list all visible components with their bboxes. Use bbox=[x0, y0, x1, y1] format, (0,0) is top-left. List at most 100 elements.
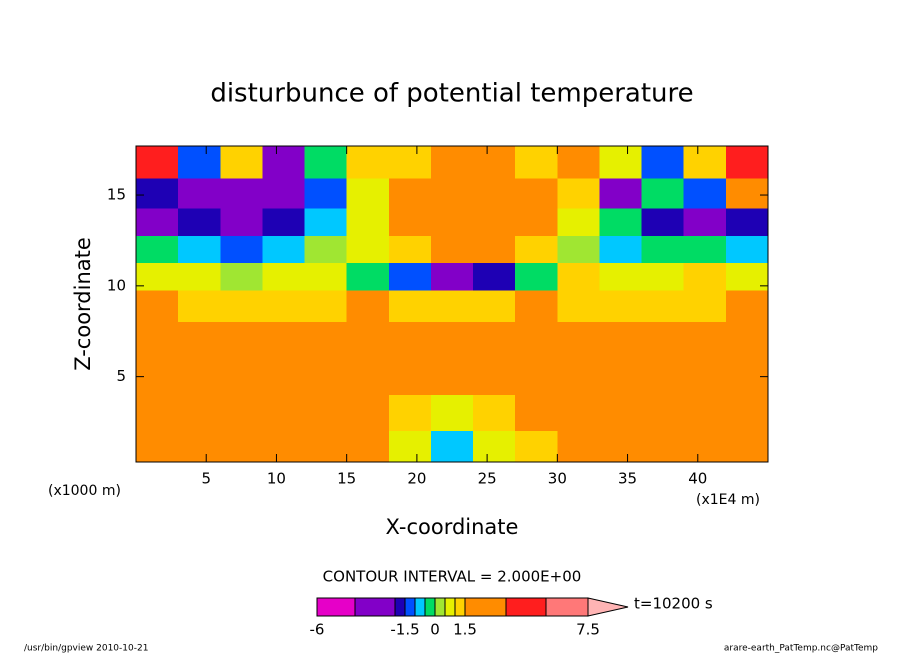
field-cell bbox=[304, 235, 348, 264]
field-cell bbox=[725, 208, 769, 237]
field-cell bbox=[262, 146, 306, 180]
field-cell bbox=[346, 235, 390, 264]
field-cell bbox=[220, 235, 263, 264]
field-cell bbox=[515, 431, 558, 463]
colorbar-box bbox=[354, 597, 396, 617]
colorbar-box bbox=[404, 597, 416, 617]
field-cell bbox=[262, 394, 306, 432]
field-cell bbox=[473, 358, 516, 396]
colorbar-box bbox=[414, 597, 426, 617]
field-cell bbox=[388, 358, 432, 396]
field-cell bbox=[430, 290, 474, 323]
field-cell bbox=[599, 235, 643, 264]
field-cell bbox=[725, 146, 769, 180]
colorbar-box bbox=[424, 597, 436, 617]
field-cell bbox=[136, 235, 179, 264]
field bbox=[136, 146, 769, 463]
field-cell bbox=[304, 394, 348, 432]
field-cell bbox=[346, 290, 390, 323]
field-cell bbox=[136, 178, 179, 210]
field-cell bbox=[641, 358, 685, 396]
field-cell bbox=[683, 235, 727, 264]
field-cell bbox=[262, 290, 306, 323]
field-cell bbox=[473, 146, 516, 180]
colorbar-overflow bbox=[587, 597, 629, 617]
x-tick-label: 40 bbox=[688, 470, 707, 488]
field-cell bbox=[304, 146, 348, 180]
field-cell bbox=[725, 322, 769, 359]
colorbar-box bbox=[464, 597, 507, 617]
field-cell bbox=[262, 178, 306, 210]
field-cell bbox=[388, 178, 432, 210]
field-cell bbox=[220, 146, 263, 180]
y-tick-label: 10 bbox=[107, 276, 126, 294]
field-cell bbox=[515, 146, 558, 180]
field-cell bbox=[515, 178, 558, 210]
field-cell bbox=[136, 290, 179, 323]
field-cell bbox=[430, 394, 474, 432]
field-cell bbox=[683, 178, 727, 210]
field-cell bbox=[346, 263, 390, 291]
field-cell bbox=[346, 394, 390, 432]
field-cell bbox=[220, 178, 263, 210]
colorbar-box bbox=[505, 597, 547, 617]
field-cell bbox=[220, 358, 263, 396]
field-cell bbox=[178, 263, 221, 291]
x-tick-label: 20 bbox=[407, 470, 426, 488]
field-cell bbox=[388, 290, 432, 323]
field-cell bbox=[136, 208, 179, 237]
field-cell bbox=[262, 263, 306, 291]
field-cell bbox=[599, 358, 643, 396]
field-cell bbox=[304, 322, 348, 359]
field-cell bbox=[388, 235, 432, 264]
colorbar-box bbox=[545, 597, 589, 617]
field-cell bbox=[388, 146, 432, 180]
field-cell bbox=[178, 290, 221, 323]
field-cell bbox=[473, 394, 516, 432]
footer-right: arare-earth_PatTemp.nc@PatTemp bbox=[724, 644, 878, 654]
field-cell bbox=[557, 146, 600, 180]
field-cell bbox=[220, 431, 263, 463]
field-cell bbox=[683, 263, 727, 291]
field-cell bbox=[220, 290, 263, 323]
field-cell bbox=[473, 178, 516, 210]
colorbar-box bbox=[316, 597, 356, 617]
field-cell bbox=[178, 394, 221, 432]
chart-title: disturbunce of potential temperature bbox=[210, 79, 693, 109]
x-tick-label: 35 bbox=[618, 470, 637, 488]
field-cell bbox=[262, 322, 306, 359]
field-cell bbox=[599, 394, 643, 432]
field-cell bbox=[557, 431, 600, 463]
field-cell bbox=[178, 178, 221, 210]
field-cell bbox=[599, 146, 643, 180]
field-cell bbox=[557, 394, 600, 432]
field-cell bbox=[136, 322, 179, 359]
field-cell bbox=[683, 358, 727, 396]
colorbar-tick-label: -6 bbox=[310, 621, 325, 639]
field-cell bbox=[641, 178, 685, 210]
field-cell bbox=[178, 146, 221, 180]
field-cell bbox=[346, 146, 390, 180]
field-cell bbox=[683, 322, 727, 359]
field-cell bbox=[178, 235, 221, 264]
field-cell bbox=[178, 208, 221, 237]
field-cell bbox=[683, 208, 727, 237]
field-cell bbox=[304, 178, 348, 210]
field-cell bbox=[557, 263, 600, 291]
field-cell bbox=[430, 263, 474, 291]
x-tick-label: 25 bbox=[478, 470, 497, 488]
field-cell bbox=[388, 431, 432, 463]
field-cell bbox=[388, 394, 432, 432]
field-cell bbox=[473, 322, 516, 359]
field-cell bbox=[136, 394, 179, 432]
field-cell bbox=[557, 178, 600, 210]
field-cell bbox=[725, 431, 769, 463]
field-cell bbox=[178, 358, 221, 396]
field-cell bbox=[641, 263, 685, 291]
field-cell bbox=[515, 208, 558, 237]
y-tick-label: 5 bbox=[116, 367, 126, 385]
field-cell bbox=[515, 290, 558, 323]
field-cell bbox=[220, 322, 263, 359]
field-cell bbox=[557, 208, 600, 237]
